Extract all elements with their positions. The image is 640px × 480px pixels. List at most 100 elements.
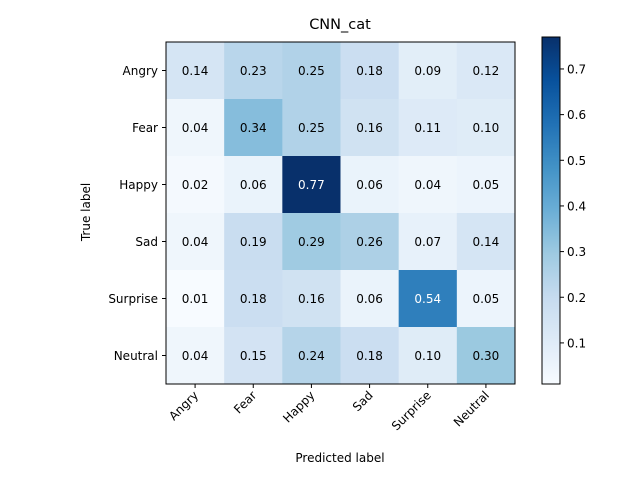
cell-value-label: 0.77 bbox=[298, 178, 325, 192]
colorbar-ticks: 0.1 0.2 0.3 0.4 0.5 0.6 0.7 bbox=[560, 62, 586, 350]
heatmap-cell bbox=[224, 99, 283, 157]
cell-value-label: 0.06 bbox=[356, 178, 383, 192]
cell-value-label: 0.09 bbox=[414, 64, 441, 78]
cell-value-label: 0.24 bbox=[298, 349, 325, 363]
cell-value-label: 0.15 bbox=[240, 349, 267, 363]
cell-value-label: 0.01 bbox=[182, 292, 209, 306]
cell-value-label: 0.06 bbox=[356, 292, 383, 306]
cell-value-label: 0.14 bbox=[473, 235, 500, 249]
heatmap-cell bbox=[282, 270, 341, 328]
heatmap-cell bbox=[224, 42, 283, 100]
heatmap-cell bbox=[456, 99, 516, 157]
colorbar-tick-label: 0.4 bbox=[567, 199, 586, 213]
x-tick-label: Surprise bbox=[389, 388, 434, 433]
cell-value-label: 0.02 bbox=[182, 178, 209, 192]
heatmap-cell bbox=[224, 270, 283, 328]
cell-value-label: 0.04 bbox=[182, 349, 209, 363]
cell-value-label: 0.16 bbox=[298, 292, 325, 306]
heatmap-cell bbox=[456, 327, 516, 385]
cell-value-label: 0.18 bbox=[356, 64, 383, 78]
y-tick-label: Sad bbox=[135, 235, 158, 249]
heatmap-cell bbox=[456, 42, 516, 100]
heatmap-cell bbox=[282, 156, 341, 214]
x-tick-label: Sad bbox=[350, 388, 376, 414]
cell-value-label: 0.25 bbox=[298, 64, 325, 78]
colorbar-tick-label: 0.1 bbox=[567, 336, 586, 350]
colorbar-tick-label: 0.5 bbox=[567, 154, 586, 168]
cell-value-label: 0.54 bbox=[414, 292, 441, 306]
colorbar-tick-label: 0.6 bbox=[567, 108, 586, 122]
y-tick-label: Neutral bbox=[114, 349, 158, 363]
heatmap-cell bbox=[282, 327, 341, 385]
heatmap-cell bbox=[456, 213, 516, 271]
y-tick-label: Fear bbox=[132, 121, 158, 135]
y-tick-label: Surprise bbox=[108, 292, 158, 306]
cell-value-label: 0.34 bbox=[240, 121, 267, 135]
chart-title: CNN_cat bbox=[309, 17, 371, 33]
heatmap-cell bbox=[166, 327, 225, 385]
heatmap-cell bbox=[282, 99, 341, 157]
cell-value-label: 0.05 bbox=[473, 178, 500, 192]
cell-value-label: 0.14 bbox=[182, 64, 209, 78]
x-axis-label: Predicted label bbox=[295, 451, 384, 465]
cell-value-label: 0.29 bbox=[298, 235, 325, 249]
heatmap-cell bbox=[398, 213, 458, 271]
heatmap-cell bbox=[166, 270, 225, 328]
cell-value-label: 0.23 bbox=[240, 64, 267, 78]
cell-value-label: 0.05 bbox=[473, 292, 500, 306]
cell-value-label: 0.12 bbox=[473, 64, 500, 78]
cell-value-label: 0.11 bbox=[414, 121, 441, 135]
x-tick-label: Angry bbox=[166, 388, 201, 423]
heatmap-cell bbox=[166, 213, 225, 271]
heatmap-cell bbox=[166, 42, 225, 100]
cell-value-label: 0.07 bbox=[414, 235, 441, 249]
cell-value-label: 0.18 bbox=[240, 292, 267, 306]
cell-value-label: 0.26 bbox=[356, 235, 383, 249]
colorbar-tick-label: 0.7 bbox=[567, 62, 586, 76]
heatmap-cell bbox=[282, 213, 341, 271]
cell-value-label: 0.30 bbox=[473, 349, 500, 363]
heatmap-cell bbox=[456, 270, 516, 328]
plot-frame bbox=[165, 41, 516, 385]
x-axis-ticks: Angry Fear Happy Sad Surprise Neutral bbox=[166, 384, 492, 433]
x-tick-label: Neutral bbox=[451, 388, 492, 429]
x-tick-label: Happy bbox=[280, 388, 317, 425]
y-tick-label: Happy bbox=[119, 178, 158, 192]
cell-value-label: 0.18 bbox=[356, 349, 383, 363]
heatmap-cells bbox=[166, 42, 516, 385]
heatmap-cell bbox=[456, 156, 516, 214]
heatmap-cell bbox=[224, 156, 283, 214]
cell-value-label: 0.16 bbox=[356, 121, 383, 135]
heatmap-cell bbox=[340, 42, 400, 100]
y-axis-ticks: Angry Fear Happy Sad Surprise Neutral bbox=[108, 64, 166, 363]
cell-value-label: 0.10 bbox=[414, 349, 441, 363]
colorbar-tick-label: 0.2 bbox=[567, 291, 586, 305]
cell-value-label: 0.04 bbox=[414, 178, 441, 192]
heatmap-cell bbox=[282, 42, 341, 100]
heatmap-cell bbox=[340, 213, 400, 271]
heatmap-cell bbox=[340, 327, 400, 385]
heatmap-cell bbox=[340, 270, 400, 328]
heatmap-cell-labels: 0.14 0.23 0.25 0.18 0.09 0.12 0.04 0.34 0.25 0.16… bbox=[182, 64, 500, 363]
heatmap-cell bbox=[398, 327, 458, 385]
colorbar-tick-label: 0.3 bbox=[567, 245, 586, 259]
heatmap-cell bbox=[398, 42, 458, 100]
heatmap-cell bbox=[166, 99, 225, 157]
cell-value-label: 0.04 bbox=[182, 235, 209, 249]
cell-value-label: 0.10 bbox=[473, 121, 500, 135]
y-tick-label: Angry bbox=[123, 64, 158, 78]
heatmap-cell bbox=[340, 99, 400, 157]
heatmap-cell bbox=[398, 99, 458, 157]
cell-value-label: 0.19 bbox=[240, 235, 267, 249]
y-axis-label: True label bbox=[79, 183, 93, 242]
cell-value-label: 0.25 bbox=[298, 121, 325, 135]
heatmap-cell bbox=[398, 156, 458, 214]
heatmap-cell bbox=[398, 270, 458, 328]
heatmap-cell bbox=[166, 156, 225, 214]
x-tick-label: Fear bbox=[231, 388, 259, 416]
heatmap-cell bbox=[224, 327, 283, 385]
colorbar bbox=[542, 37, 560, 384]
heatmap-cell bbox=[224, 213, 283, 271]
cell-value-label: 0.06 bbox=[240, 178, 267, 192]
